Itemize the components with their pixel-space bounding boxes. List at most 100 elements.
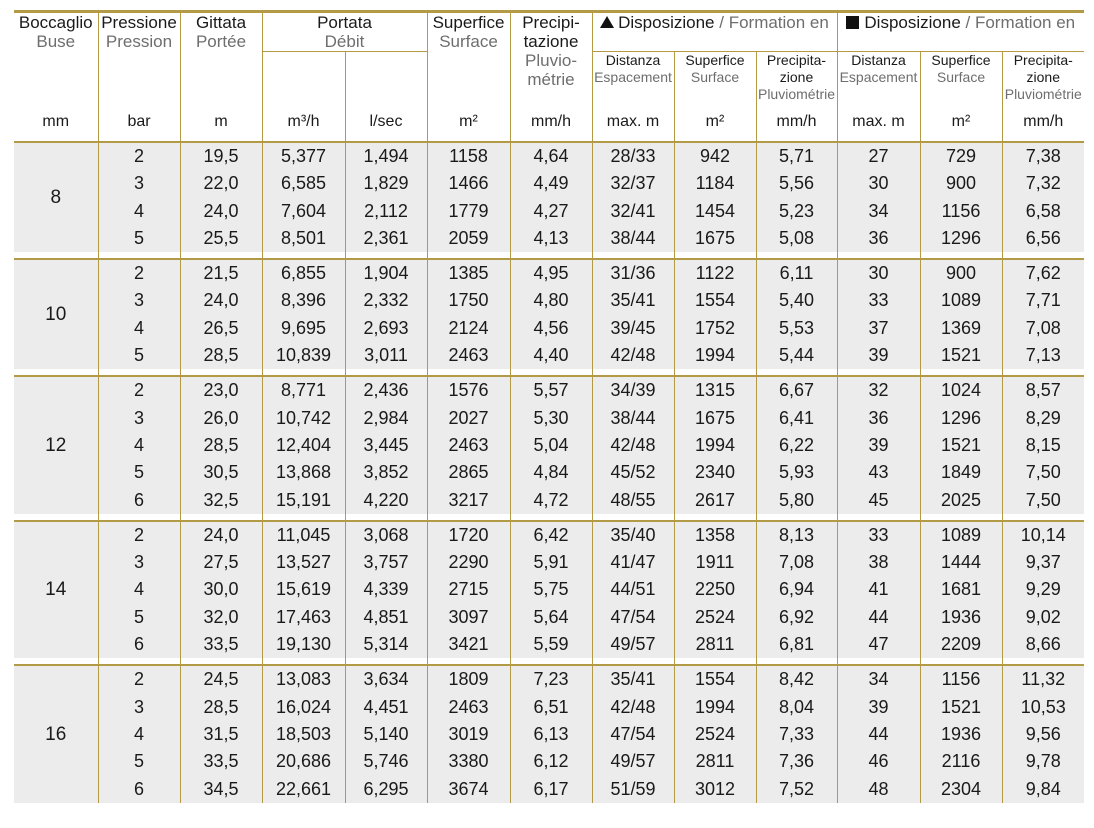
table-cell: 9,37 <box>1025 552 1061 573</box>
subheader-flow-m3h <box>261 51 345 103</box>
table-cell: 30,0 <box>203 579 239 600</box>
table-cell: 1122 <box>695 263 735 284</box>
table-cell: 34 <box>868 669 889 690</box>
table-row: 10 2 3 4 5 21,5 24,0 26,5 28,5 6,855 8,396 9,695 10,… <box>14 259 1085 370</box>
table-cell: 1675 <box>694 407 736 428</box>
table-cell: 48 <box>868 778 889 799</box>
table-cell: 3019 <box>448 723 489 744</box>
table-cell: 3674 <box>448 778 489 799</box>
table-cell: 3,757 <box>363 552 409 573</box>
subheader-sq-precipitation: Precipita- zione Pluviométrie <box>1001 51 1085 103</box>
header-flow: Portata Débit <box>261 11 427 52</box>
table-cell: 1315 <box>694 380 736 401</box>
table-cell: 2209 <box>940 634 982 655</box>
table-cell: 2124 <box>448 317 489 338</box>
table-cell: 2027 <box>448 407 489 428</box>
table-cell: 5,93 <box>778 462 815 483</box>
table-cell: 5,56 <box>778 173 815 194</box>
data-column-1: 24,5 28,5 31,5 33,5 34,5 <box>179 665 262 803</box>
table-cell: 32/41 <box>610 200 656 221</box>
data-column-7: 1358 1911 2250 2524 2811 <box>673 520 756 659</box>
table-cell: 900 <box>945 263 977 284</box>
data-column-11: 10,14 9,37 9,29 9,02 8,66 <box>1001 520 1085 659</box>
table-cell: 7,23 <box>533 669 569 690</box>
table-cell: 5,57 <box>533 380 569 401</box>
table-cell: 1675 <box>694 227 736 248</box>
nozzle-size: 12 <box>14 376 98 514</box>
table-cell: 4,851 <box>363 606 409 627</box>
table-row: 12 2 3 4 5 6 23,0 26,0 28,5 30,5 32,5 8,771 10,742 12… <box>14 376 1085 514</box>
table-cell: 4,95 <box>533 263 569 284</box>
table-cell: 8,396 <box>280 290 327 311</box>
table-cell: 6,92 <box>778 606 815 627</box>
table-cell: 24,0 <box>203 290 239 311</box>
table-cell: 30,5 <box>203 462 239 483</box>
table-cell: 1156 <box>941 200 981 221</box>
subheader-sq-surface: Superfice Surface <box>919 51 1002 103</box>
table-cell: 27,5 <box>203 552 239 573</box>
data-column-9: 27 30 34 36 <box>836 142 920 253</box>
data-column-2: 5,377 6,585 7,604 8,501 <box>261 142 345 253</box>
table-cell: 8,42 <box>778 669 815 690</box>
table-cell: 1911 <box>695 552 735 573</box>
table-cell: 10,839 <box>275 345 332 366</box>
table-cell: 10,14 <box>1020 524 1066 545</box>
subheader-tri-precipitation: Precipita- zione Pluviométrie <box>755 51 837 103</box>
table-cell: 51/59 <box>610 778 656 799</box>
header-range: Gittata Portée <box>179 11 262 103</box>
data-column-10: 1089 1444 1681 1936 2209 <box>919 520 1002 659</box>
nozzle-group-4: 16 2 3 4 5 6 24,5 28,5 31,5 33,5 34,5 13,083 16,024 1… <box>14 665 1085 803</box>
table-cell: 23,0 <box>203 380 239 401</box>
table-cell: 4 <box>133 200 144 221</box>
table-cell: 1554 <box>694 669 736 690</box>
group-spacer <box>14 513 1085 521</box>
table-cell: 46 <box>868 751 889 772</box>
table-cell: 6,12 <box>533 751 569 772</box>
table-cell: 5,64 <box>533 606 569 627</box>
table-cell: 37 <box>868 317 889 338</box>
table-cell: 49/57 <box>610 751 656 772</box>
table-cell: 44 <box>868 606 889 627</box>
table-cell: 4,64 <box>533 146 569 166</box>
table-cell: 3,068 <box>363 524 409 545</box>
table-cell: 1444 <box>940 552 982 573</box>
table-cell: 9,695 <box>280 317 327 338</box>
data-column-1: 19,5 22,0 24,0 25,5 <box>179 142 262 253</box>
table-cell: 2524 <box>694 606 736 627</box>
table-cell: 2 <box>133 524 144 545</box>
table-cell: 4,40 <box>533 345 569 366</box>
table-cell: 44 <box>868 723 889 744</box>
table-cell: 4,80 <box>533 290 569 311</box>
table-cell: 3 <box>133 290 144 311</box>
table-cell: 942 <box>699 146 731 166</box>
table-cell: 38 <box>868 552 889 573</box>
table-cell: 31/36 <box>610 263 656 284</box>
table-cell: 18,503 <box>275 723 332 744</box>
data-column-9: 32 36 39 43 45 <box>836 376 920 514</box>
data-column-8: 8,13 7,08 6,94 6,92 6,81 <box>755 520 837 659</box>
table-cell: 41 <box>868 579 889 600</box>
table-cell: 2059 <box>448 227 489 248</box>
table-cell: 4 <box>133 317 144 338</box>
table-cell: 5,377 <box>280 146 327 166</box>
table-cell: 4,220 <box>363 489 409 510</box>
data-column-5: 4,64 4,49 4,27 4,13 <box>509 142 592 253</box>
table-cell: 1369 <box>940 317 982 338</box>
nozzle-size: 10 <box>14 259 98 370</box>
table-cell: 21,5 <box>203 263 239 284</box>
table-cell: 1156 <box>941 669 981 690</box>
table-cell: 5,746 <box>363 751 409 772</box>
unit-cell: mm <box>42 113 70 130</box>
table-cell: 5 <box>133 227 144 248</box>
table-cell: 6,41 <box>778 407 815 428</box>
table-cell: 5,40 <box>778 290 815 311</box>
table-cell: 4,56 <box>533 317 569 338</box>
data-column-7: 1554 1994 2524 2811 3012 <box>673 665 756 803</box>
table-cell: 32 <box>868 380 889 401</box>
triangle-icon <box>600 16 615 28</box>
table-cell: 6,94 <box>778 579 815 600</box>
table-cell: 2,112 <box>364 200 408 221</box>
table-cell: 30 <box>868 263 889 284</box>
table-cell: 7,38 <box>1025 146 1061 166</box>
unit-cell: max. m <box>836 103 920 142</box>
